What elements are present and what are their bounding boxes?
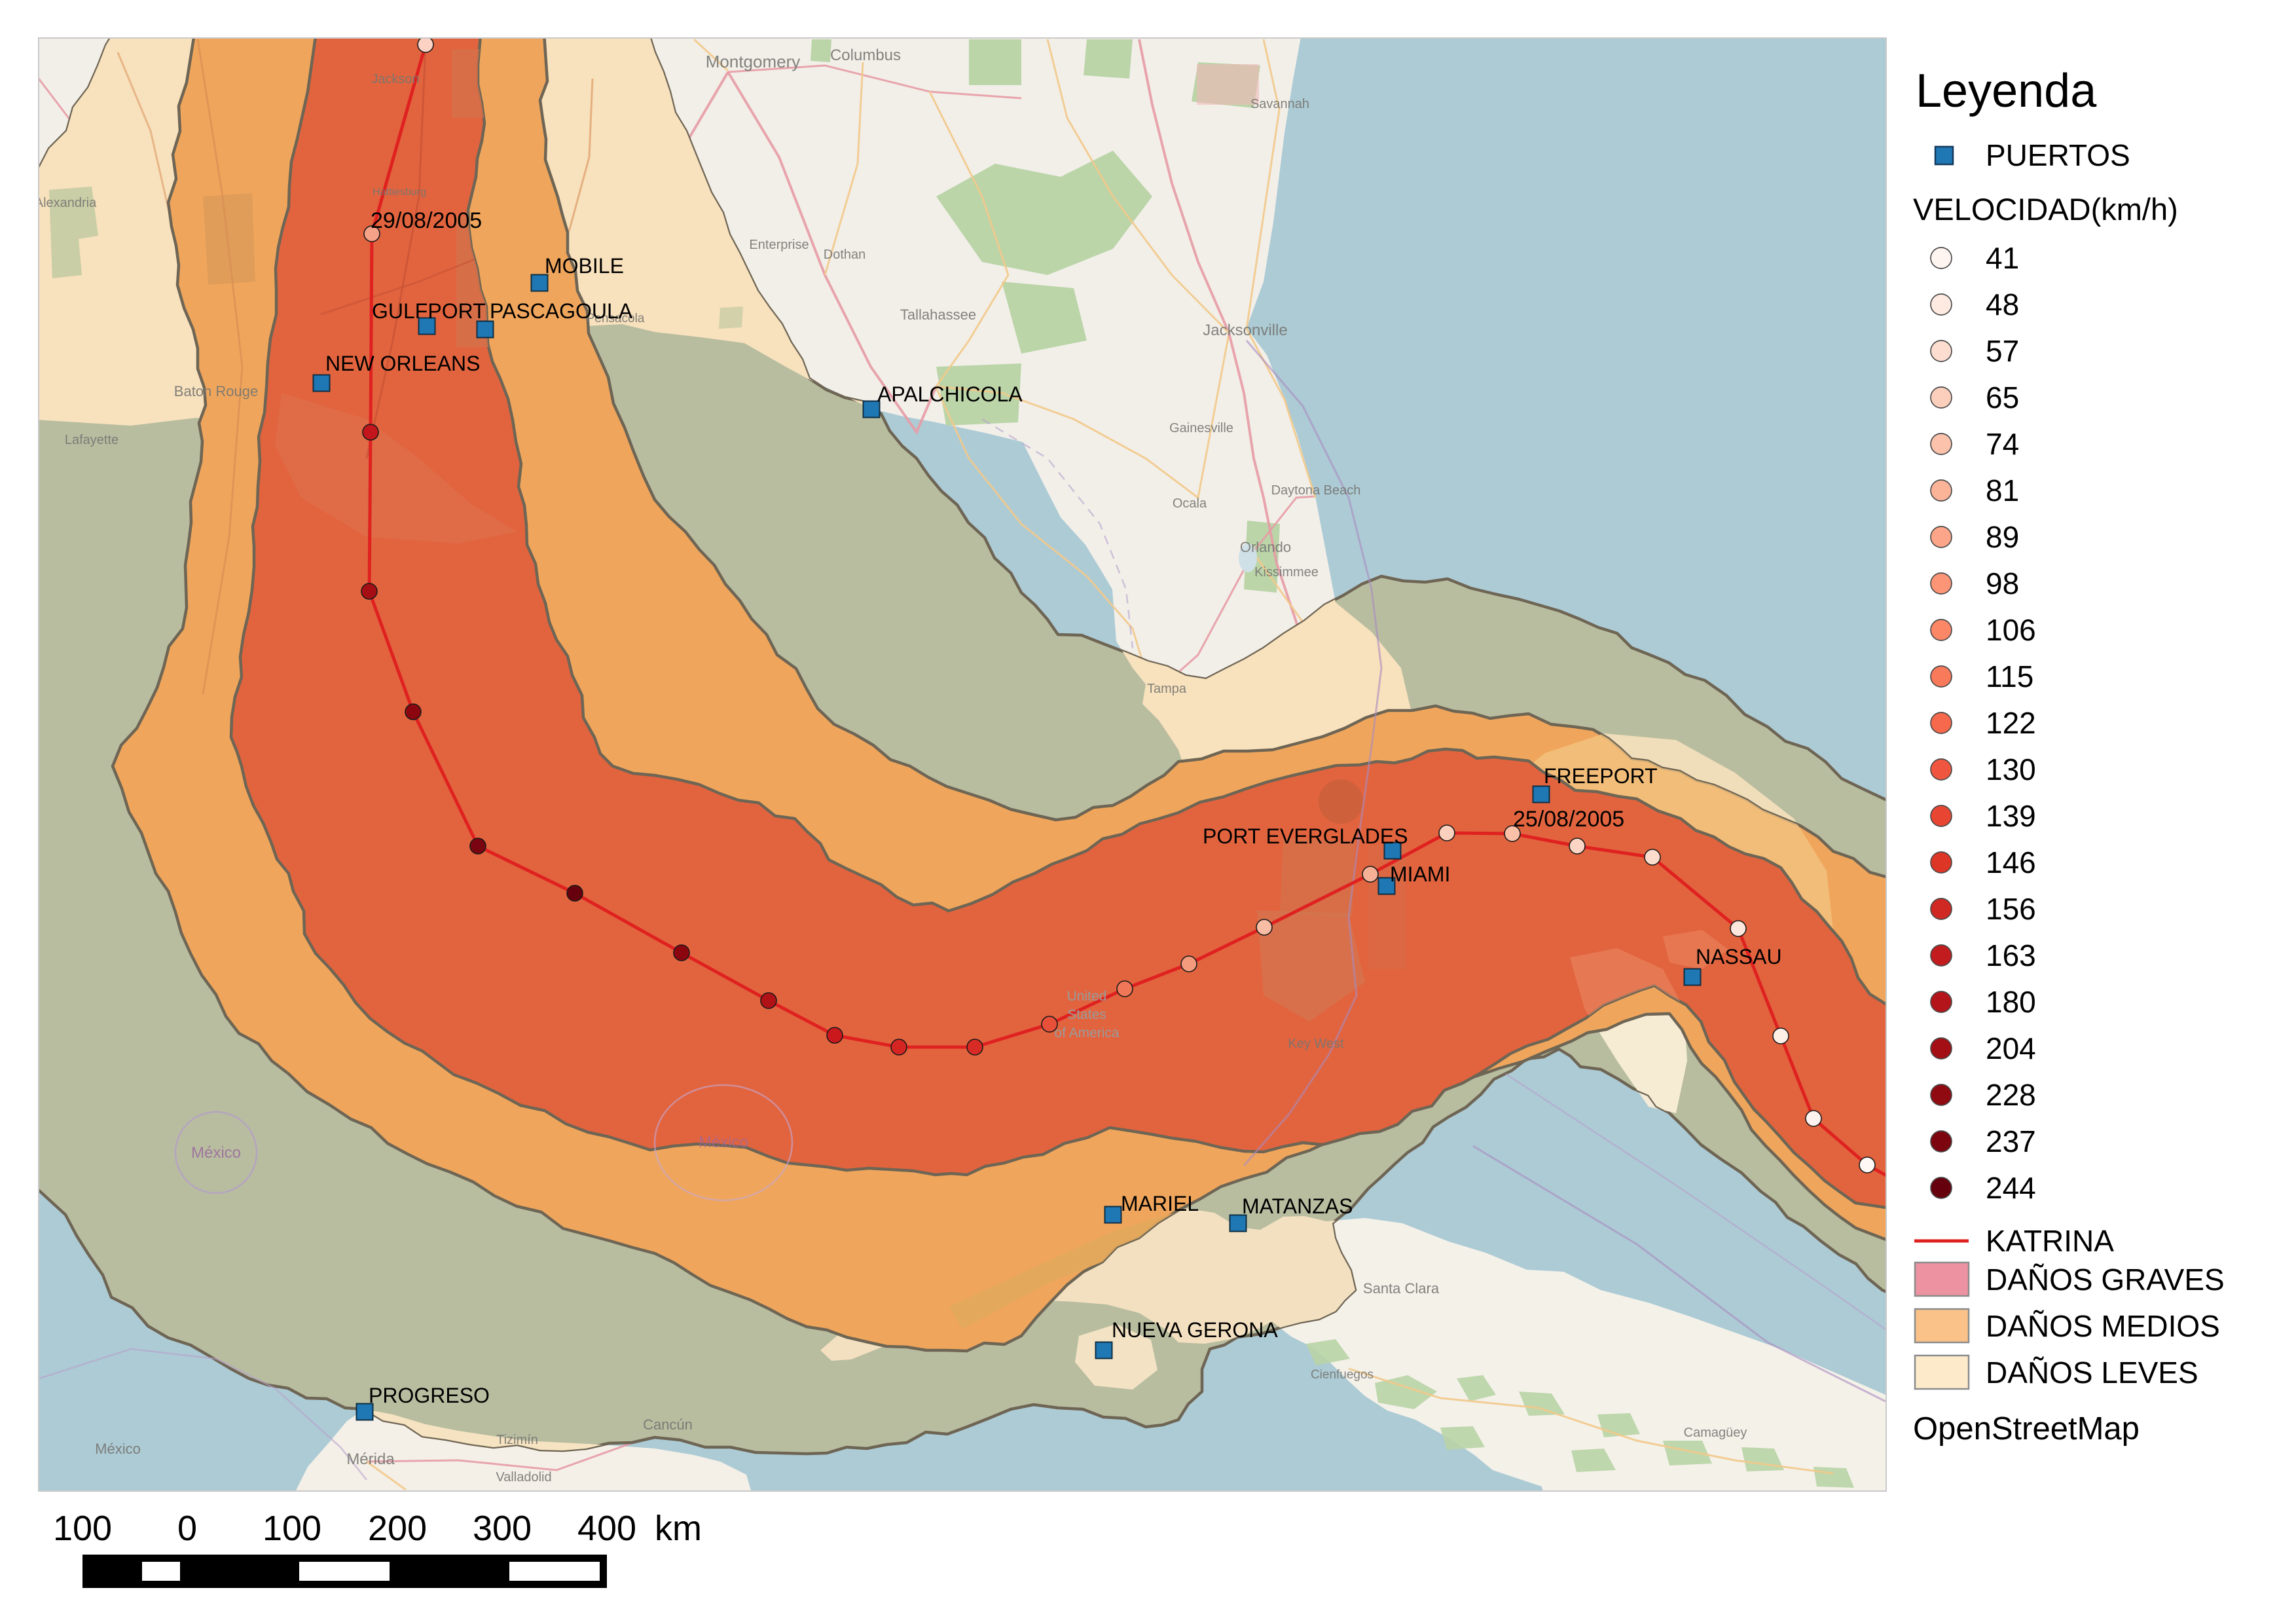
svg-text:146: 146 [1986, 845, 2036, 879]
svg-text:Key West: Key West [1288, 1037, 1344, 1051]
svg-text:Jacksonville: Jacksonville [1203, 322, 1287, 339]
svg-text:DAÑOS LEVES: DAÑOS LEVES [1986, 1356, 2198, 1390]
svg-text:Tampa: Tampa [1147, 682, 1187, 696]
svg-text:228: 228 [1986, 1078, 2036, 1112]
svg-text:Pensacola: Pensacola [587, 312, 645, 325]
svg-text:FREEPORT: FREEPORT [1544, 764, 1658, 788]
svg-text:Baton Rouge: Baton Rouge [174, 383, 258, 399]
svg-text:DAÑOS MEDIOS: DAÑOS MEDIOS [1986, 1309, 2220, 1343]
svg-text:of America: of America [1054, 1025, 1120, 1041]
svg-text:United: United [1067, 989, 1107, 1004]
svg-text:Tizimín: Tizimín [496, 1433, 538, 1447]
svg-text:139: 139 [1986, 799, 2036, 833]
svg-text:Daytona Beach: Daytona Beach [1271, 483, 1361, 498]
svg-text:MATANZAS: MATANZAS [1242, 1194, 1353, 1218]
svg-text:Savannah: Savannah [1250, 97, 1309, 111]
svg-text:Cienfuegos: Cienfuegos [1311, 1368, 1374, 1382]
svg-text:Kissimmee: Kissimmee [1254, 565, 1319, 580]
svg-text:100: 100 [53, 1509, 112, 1548]
svg-text:km: km [655, 1509, 702, 1548]
svg-text:237: 237 [1986, 1124, 2036, 1158]
svg-text:Dothan: Dothan [824, 248, 866, 262]
svg-text:156: 156 [1986, 892, 2036, 926]
svg-text:NUEVA GERONA: NUEVA GERONA [1112, 1318, 1278, 1342]
svg-text:Columbus: Columbus [830, 46, 901, 64]
svg-text:300: 300 [473, 1509, 532, 1548]
svg-text:29/08/2005: 29/08/2005 [371, 208, 482, 233]
svg-text:KATRINA: KATRINA [1986, 1224, 2114, 1258]
svg-text:MIAMI: MIAMI [1390, 862, 1450, 886]
svg-text:Gainesville: Gainesville [1169, 421, 1233, 435]
svg-text:122: 122 [1986, 706, 2036, 740]
svg-text:89: 89 [1986, 520, 2019, 554]
svg-text:130: 130 [1986, 752, 2036, 786]
svg-text:Enterprise: Enterprise [749, 238, 809, 252]
svg-text:Orlando: Orlando [1240, 539, 1291, 555]
svg-text:Cancún: Cancún [643, 1416, 693, 1433]
svg-text:48: 48 [1986, 287, 2019, 322]
svg-text:41: 41 [1986, 241, 2019, 275]
svg-text:400: 400 [577, 1509, 636, 1548]
svg-text:106: 106 [1986, 613, 2036, 647]
svg-text:States: States [1067, 1007, 1106, 1022]
svg-text:Jackson: Jackson [371, 72, 419, 86]
svg-text:VELOCIDAD(km/h): VELOCIDAD(km/h) [1913, 192, 2178, 227]
svg-text:PUERTOS: PUERTOS [1986, 138, 2130, 172]
svg-text:OpenStreetMap: OpenStreetMap [1913, 1411, 2140, 1447]
svg-text:Camagüey: Camagüey [1684, 1426, 1747, 1440]
svg-text:200: 200 [368, 1509, 427, 1548]
svg-text:100: 100 [263, 1509, 321, 1548]
svg-text:MARIEL: MARIEL [1121, 1192, 1199, 1215]
svg-text:México: México [95, 1441, 141, 1457]
svg-text:244: 244 [1986, 1171, 2036, 1205]
svg-text:74: 74 [1986, 427, 2019, 461]
svg-text:180: 180 [1986, 985, 2036, 1019]
svg-text:115: 115 [1986, 659, 2033, 693]
svg-text:98: 98 [1986, 566, 2019, 600]
svg-text:PORT EVERGLADES: PORT EVERGLADES [1203, 824, 1408, 848]
svg-text:Lafayette: Lafayette [65, 433, 118, 447]
svg-text:Montgomery: Montgomery [706, 52, 801, 71]
svg-text:NEW ORLEANS: NEW ORLEANS [325, 352, 480, 375]
svg-text:25/08/2005: 25/08/2005 [1513, 807, 1624, 832]
svg-text:Mérida: Mérida [346, 1450, 395, 1468]
svg-text:Tallahassee: Tallahassee [900, 306, 976, 323]
svg-text:204: 204 [1986, 1031, 2036, 1065]
svg-text:Ocala: Ocala [1173, 496, 1207, 511]
svg-text:65: 65 [1986, 380, 2019, 415]
svg-text:NASSAU: NASSAU [1696, 945, 1782, 969]
svg-text:PROGRESO: PROGRESO [369, 1384, 490, 1407]
svg-text:México: México [699, 1134, 748, 1151]
svg-text:57: 57 [1986, 334, 2019, 368]
svg-text:163: 163 [1986, 938, 2036, 972]
svg-text:MOBILE: MOBILE [545, 254, 624, 278]
svg-text:Alexandria: Alexandria [35, 196, 97, 210]
svg-text:Hattiesburg: Hattiesburg [373, 187, 426, 198]
svg-text:81: 81 [1986, 473, 2019, 507]
svg-text:Santa Clara: Santa Clara [1363, 1280, 1440, 1297]
svg-text:GULFPORT: GULFPORT [372, 299, 486, 323]
svg-text:México: México [191, 1144, 241, 1162]
svg-text:Valladolid: Valladolid [496, 1470, 551, 1485]
svg-text:0: 0 [177, 1509, 197, 1548]
svg-text:Leyenda: Leyenda [1916, 65, 2097, 117]
svg-text:DAÑOS GRAVES: DAÑOS GRAVES [1986, 1263, 2225, 1297]
svg-text:APALCHICOLA: APALCHICOLA [877, 382, 1023, 406]
svg-text:PASCAGOULA: PASCAGOULA [490, 299, 633, 323]
